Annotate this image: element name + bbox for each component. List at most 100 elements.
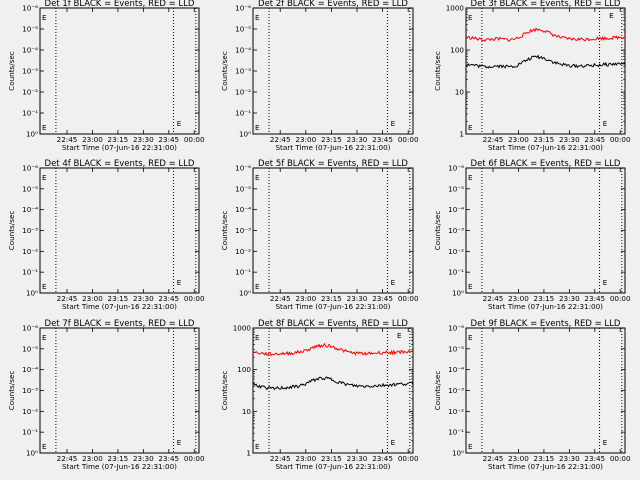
x-tick-label: 23:15 bbox=[534, 294, 555, 303]
y-axis-label: Counts/sec bbox=[220, 211, 229, 251]
series-line-events bbox=[252, 376, 414, 391]
event-marker-label: E bbox=[397, 331, 402, 340]
y-tick-label: 10⁻⁴ bbox=[22, 205, 38, 214]
y-tick-label: 100 bbox=[450, 46, 464, 55]
chart-panel-4: Det 4f BLACK = Events, RED = LLD 22:45 23:… bbox=[7, 159, 205, 311]
x-tick-label: 22:45 bbox=[57, 135, 78, 144]
y-tick-label: 10⁻⁴ bbox=[448, 205, 464, 214]
x-axis-label: Start Time (07-Jun-16 22:31:00) bbox=[275, 462, 390, 471]
x-tick-label: 23:15 bbox=[108, 135, 129, 144]
x-tick-label: 00:00 bbox=[398, 135, 419, 144]
event-marker-label: E bbox=[42, 442, 47, 451]
event-marker-label: E bbox=[391, 438, 396, 447]
x-tick-label: 23:45 bbox=[372, 294, 393, 303]
x-tick-label: 23:15 bbox=[321, 135, 342, 144]
y-tick-label: 10⁻⁴ bbox=[22, 365, 38, 374]
y-tick-label: 10⁻⁶ bbox=[235, 4, 251, 13]
x-tick-label: 23:45 bbox=[584, 135, 605, 144]
x-tick-label: 22:45 bbox=[270, 294, 291, 303]
y-tick-label: 10⁻⁵ bbox=[22, 25, 38, 34]
plot-frame bbox=[39, 167, 200, 294]
y-tick-label: 10⁻¹ bbox=[22, 428, 38, 437]
y-tick-label: 1000 bbox=[446, 4, 465, 13]
y-tick-label: 10⁻⁶ bbox=[448, 164, 464, 173]
x-axis-label: Start Time (07-Jun-16 22:31:00) bbox=[488, 462, 603, 471]
event-marker-label: E bbox=[42, 173, 47, 182]
chart-title: Det 7f BLACK = Events, RED = LLD bbox=[45, 319, 195, 329]
y-tick-label: 10⁻⁶ bbox=[22, 164, 38, 173]
x-tick-label: 22:45 bbox=[57, 294, 78, 303]
y-tick-label: 100 bbox=[237, 365, 251, 374]
x-tick-label: 23:15 bbox=[321, 454, 342, 463]
y-tick-label: 10⁻¹ bbox=[235, 268, 251, 277]
chart-title: Det 5f BLACK = Events, RED = LLD bbox=[258, 159, 408, 169]
event-marker-label: E bbox=[391, 119, 396, 128]
x-tick-label: 00:00 bbox=[184, 454, 205, 463]
y-tick-label: 10⁻⁵ bbox=[235, 184, 251, 193]
x-tick-label: 23:30 bbox=[133, 294, 154, 303]
x-tick-label: 23:45 bbox=[584, 294, 605, 303]
x-tick-label: 23:00 bbox=[508, 294, 529, 303]
event-marker-label: E bbox=[42, 282, 47, 291]
x-axis-label: Start Time (07-Jun-16 22:31:00) bbox=[275, 143, 390, 152]
y-tick-label: 10⁰ bbox=[452, 289, 464, 298]
x-axis-label: Start Time (07-Jun-16 22:31:00) bbox=[62, 143, 177, 152]
y-axis-label: Counts/sec bbox=[7, 51, 16, 91]
x-tick-label: 23:00 bbox=[295, 294, 316, 303]
y-tick-label: 10⁰ bbox=[26, 289, 38, 298]
x-axis-label: Start Time (07-Jun-16 22:31:00) bbox=[488, 302, 603, 311]
y-tick-label: 10⁻² bbox=[448, 407, 464, 416]
event-marker-label: E bbox=[42, 333, 47, 342]
y-tick-label: 10⁻¹ bbox=[22, 109, 38, 118]
y-tick-label: 10⁻³ bbox=[22, 226, 38, 235]
event-marker-label: E bbox=[177, 119, 182, 128]
y-tick-label: 1 bbox=[459, 130, 464, 139]
x-axis-label: Start Time (07-Jun-16 22:31:00) bbox=[488, 143, 603, 152]
chart-panel-8: Det 8f BLACK = Events, RED = LLD 22:45 23:… bbox=[220, 319, 419, 471]
plot-frame bbox=[252, 167, 414, 294]
y-tick-label: 10⁻³ bbox=[448, 226, 464, 235]
event-marker-label: E bbox=[391, 278, 396, 287]
x-tick-label: 23:45 bbox=[584, 454, 605, 463]
event-marker-label: E bbox=[468, 333, 473, 342]
chart-title: Det 1f BLACK = Events, RED = LLD bbox=[45, 0, 195, 9]
chart-title: Det 4f BLACK = Events, RED = LLD bbox=[45, 159, 195, 169]
y-axis-label: Counts/sec bbox=[220, 371, 229, 411]
x-tick-label: 00:00 bbox=[610, 294, 631, 303]
x-tick-label: 00:00 bbox=[184, 135, 205, 144]
chart-title: Det 6f BLACK = Events, RED = LLD bbox=[471, 159, 621, 169]
x-tick-label: 23:00 bbox=[82, 135, 103, 144]
x-tick-label: 23:00 bbox=[82, 454, 103, 463]
x-tick-label: 23:15 bbox=[534, 135, 555, 144]
y-tick-label: 10⁻⁴ bbox=[235, 205, 251, 214]
event-marker-label: E bbox=[468, 123, 473, 132]
x-axis-label: Start Time (07-Jun-16 22:31:00) bbox=[62, 302, 177, 311]
y-tick-label: 10⁻² bbox=[235, 88, 251, 97]
x-tick-label: 00:00 bbox=[184, 294, 205, 303]
event-marker-label: E bbox=[468, 282, 473, 291]
x-tick-label: 00:00 bbox=[398, 294, 419, 303]
x-tick-label: 23:45 bbox=[372, 135, 393, 144]
chart-title: Det 2f BLACK = Events, RED = LLD bbox=[258, 0, 408, 9]
chart-panel-5: Det 5f BLACK = Events, RED = LLD 22:45 23:… bbox=[220, 159, 419, 311]
y-tick-label: 10⁻² bbox=[22, 407, 38, 416]
y-tick-label: 10⁻⁴ bbox=[22, 46, 38, 55]
x-tick-label: 23:30 bbox=[347, 454, 368, 463]
x-tick-label: 23:00 bbox=[82, 294, 103, 303]
event-marker-label: E bbox=[603, 119, 608, 128]
x-tick-label: 23:00 bbox=[508, 135, 529, 144]
x-axis-label: Start Time (07-Jun-16 22:31:00) bbox=[275, 302, 390, 311]
event-marker-label: E bbox=[177, 278, 182, 287]
chart-title: Det 3f BLACK = Events, RED = LLD bbox=[471, 0, 621, 9]
event-marker-label: E bbox=[255, 333, 260, 342]
x-tick-label: 22:45 bbox=[483, 135, 504, 144]
y-axis-label: Counts/sec bbox=[220, 51, 229, 91]
plot-frame bbox=[39, 327, 200, 454]
x-tick-label: 22:45 bbox=[57, 454, 78, 463]
x-tick-label: 23:45 bbox=[372, 454, 393, 463]
x-tick-label: 23:15 bbox=[108, 294, 129, 303]
plot-frame bbox=[465, 7, 626, 135]
chart-panel-7: Det 7f BLACK = Events, RED = LLD 22:45 23:… bbox=[7, 319, 205, 471]
x-tick-label: 23:00 bbox=[295, 454, 316, 463]
